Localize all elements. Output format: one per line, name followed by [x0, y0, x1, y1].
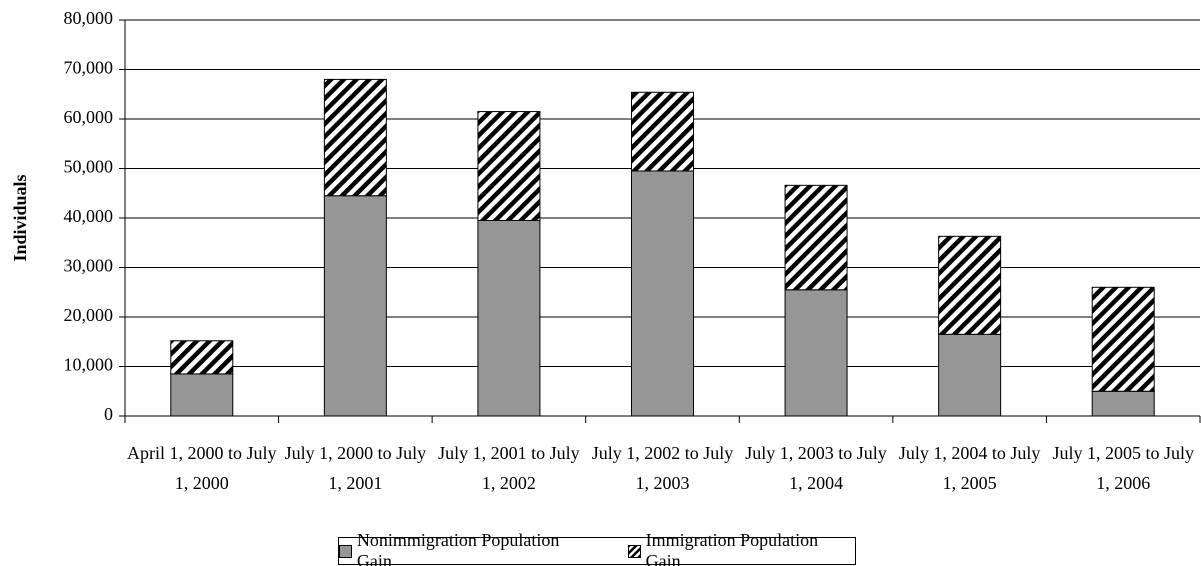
- legend-label: Immigration Population Gain: [645, 530, 819, 566]
- bar-segment: [323, 195, 387, 417]
- bar-segment: [938, 333, 1002, 417]
- legend-item: Nonimmigration Population Gain: [339, 530, 596, 566]
- y-tick-label: 30,000: [64, 256, 114, 276]
- y-tick-label: 60,000: [64, 107, 114, 127]
- x-tick-label: April 1, 2000 to July 1, 2000: [127, 443, 277, 493]
- x-tick-label: July 1, 2005 to July 1, 2006: [1052, 443, 1194, 493]
- bar-segment: [631, 91, 694, 172]
- y-tick-label: 10,000: [64, 355, 114, 375]
- legend-label: Nonimmigration Population Gain: [356, 530, 560, 566]
- bar-segment: [784, 289, 848, 417]
- bar-segment: [323, 78, 387, 197]
- y-axis-label: Individuals: [10, 174, 30, 261]
- y-tick-label: 50,000: [64, 157, 114, 177]
- x-tick-label: July 1, 2002 to July 1, 2003: [591, 443, 734, 493]
- y-tick-label: 70,000: [64, 58, 114, 78]
- swatch: [339, 544, 352, 558]
- y-tick-label: 0: [104, 404, 113, 424]
- bar-segment: [1091, 390, 1155, 417]
- bar-segment: [784, 184, 848, 291]
- legend-item: Immigration Population Gain: [627, 530, 855, 566]
- bar-segment: [477, 111, 541, 221]
- bar-segment: [170, 373, 234, 417]
- y-tick-label: 40,000: [64, 206, 114, 226]
- x-tick-label: July 1, 2004 to July 1, 2005: [898, 443, 1041, 493]
- bar-segment: [631, 170, 694, 417]
- bar-segment: [938, 235, 1002, 335]
- x-tick-label: July 1, 2001 to July 1, 2002: [438, 443, 580, 493]
- legend-swatch: [627, 544, 641, 558]
- y-tick-label: 20,000: [64, 305, 114, 325]
- x-tick-label: July 1, 2003 to July 1, 2004: [745, 443, 887, 493]
- swatch: [627, 544, 641, 558]
- y-tick-label: 80,000: [64, 8, 114, 28]
- bar-segment: [1091, 286, 1155, 392]
- x-tick-label: July 1, 2000 to July 1, 2001: [284, 443, 427, 493]
- legend: Nonimmigration Population Gain Immigratio…: [338, 530, 856, 566]
- bar-segment: [170, 340, 234, 375]
- legend-swatch: [339, 544, 352, 558]
- bar-segment: [477, 219, 541, 417]
